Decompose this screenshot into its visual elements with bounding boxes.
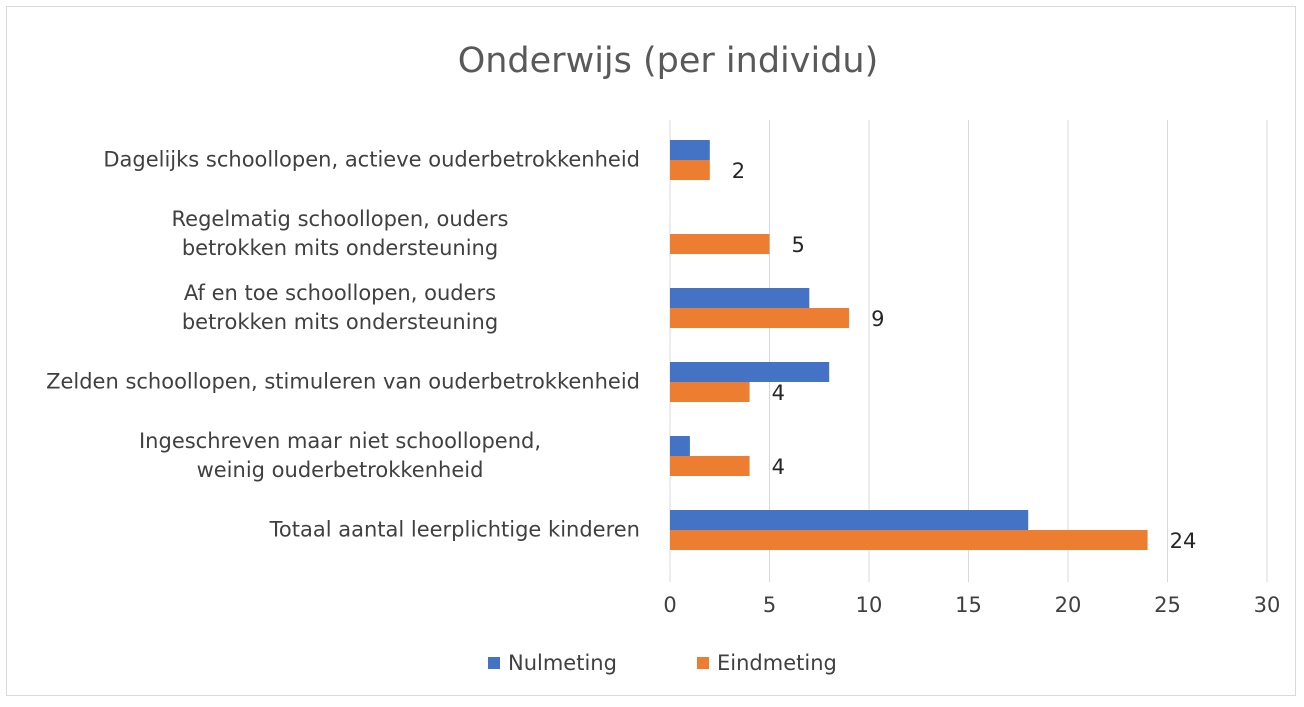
bar	[670, 140, 710, 160]
category-label: Regelmatig schoollopen, ouders betrokken…	[171, 207, 509, 260]
bar	[670, 308, 850, 328]
x-tick-label: 25	[1154, 593, 1181, 617]
data-label: 4	[772, 455, 785, 479]
bar	[670, 436, 690, 456]
chart-title: Onderwijs (per individu)	[458, 41, 879, 81]
category-label: Totaal aantal leerplichtige kinderen	[269, 517, 640, 542]
category-label: Zelden schoollopen, stimuleren van ouder…	[46, 369, 640, 394]
x-tick-label: 5	[763, 593, 776, 617]
x-tick-label: 0	[663, 593, 676, 617]
data-label: 4	[772, 381, 785, 405]
bar	[670, 362, 830, 382]
bar	[670, 510, 1029, 530]
x-tick-label: 30	[1254, 593, 1281, 617]
bar	[670, 456, 750, 476]
bar	[670, 160, 710, 180]
legend-swatch	[488, 657, 500, 669]
x-tick-label: 20	[1055, 593, 1082, 617]
x-tick-label: 10	[856, 593, 883, 617]
bar	[670, 530, 1148, 550]
bar	[670, 288, 810, 308]
data-label: 2	[732, 159, 745, 183]
chart-frame	[6, 6, 1296, 696]
category-label: Dagelijks schoollopen, actieve ouderbetr…	[103, 147, 640, 172]
legend-swatch	[697, 657, 709, 669]
legend-label: Eindmeting	[717, 651, 837, 675]
data-label: 24	[1170, 529, 1197, 553]
category-label: Af en toe schoollopen, ouders betrokken …	[181, 281, 499, 334]
bar	[670, 382, 750, 402]
bar	[670, 234, 770, 254]
data-label: 5	[792, 233, 805, 257]
data-label: 9	[871, 307, 884, 331]
category-label: Ingeschreven maar niet schoollopend, wei…	[138, 429, 542, 482]
x-tick-label: 15	[955, 593, 982, 617]
legend-label: Nulmeting	[508, 651, 617, 675]
